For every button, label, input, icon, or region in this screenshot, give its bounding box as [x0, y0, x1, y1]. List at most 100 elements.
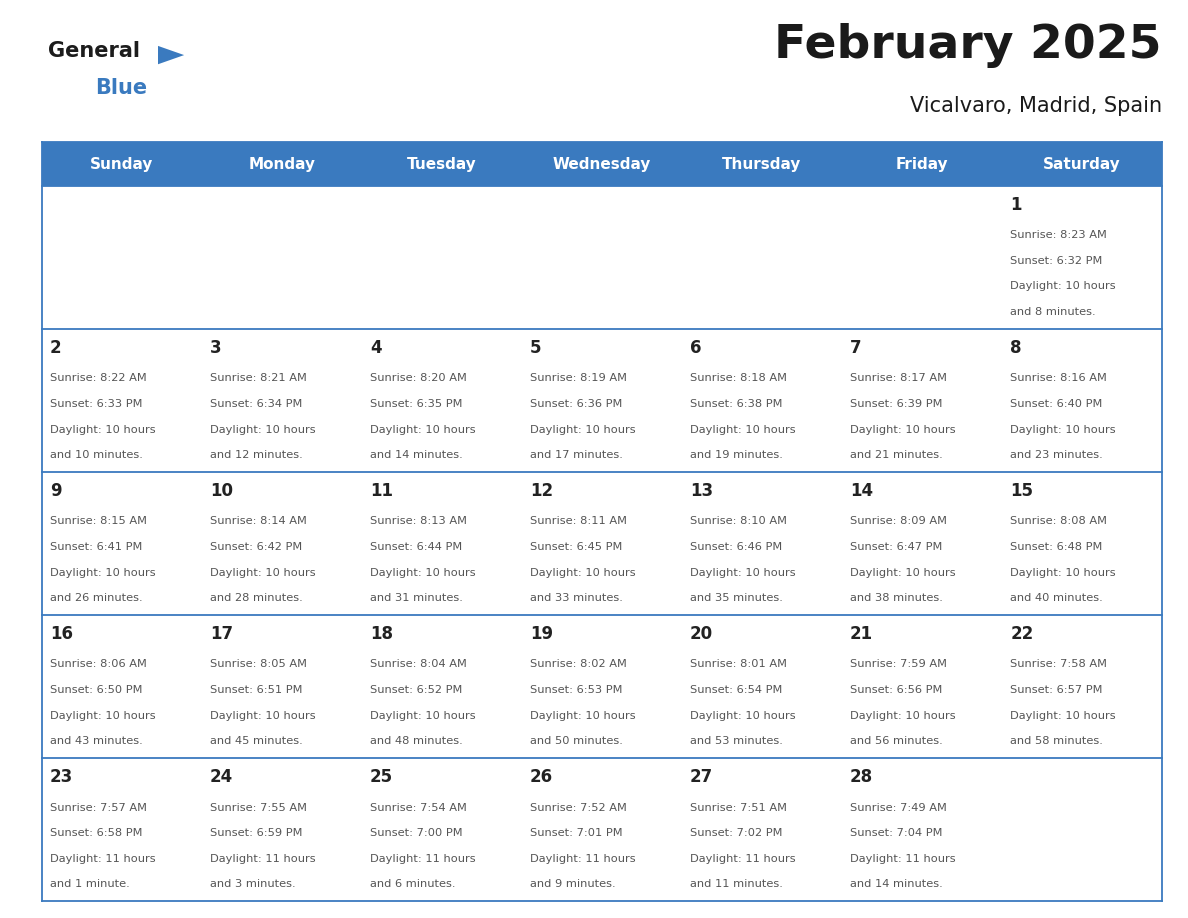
- Bar: [1001, 758, 1162, 901]
- Text: Sunrise: 7:52 AM: Sunrise: 7:52 AM: [530, 802, 627, 812]
- Text: Daylight: 10 hours: Daylight: 10 hours: [1010, 567, 1116, 577]
- Polygon shape: [158, 46, 184, 64]
- Text: Daylight: 10 hours: Daylight: 10 hours: [530, 711, 636, 721]
- Text: 13: 13: [690, 482, 713, 499]
- Text: Sunset: 6:58 PM: Sunset: 6:58 PM: [50, 828, 143, 838]
- Bar: [202, 473, 361, 615]
- Text: Daylight: 10 hours: Daylight: 10 hours: [369, 567, 475, 577]
- Bar: [522, 615, 682, 758]
- Text: Sunset: 6:33 PM: Sunset: 6:33 PM: [50, 399, 143, 409]
- Text: Daylight: 10 hours: Daylight: 10 hours: [851, 567, 955, 577]
- Text: Daylight: 10 hours: Daylight: 10 hours: [690, 424, 796, 434]
- Text: Sunrise: 7:58 AM: Sunrise: 7:58 AM: [1010, 659, 1107, 669]
- Text: Sunrise: 8:10 AM: Sunrise: 8:10 AM: [690, 517, 788, 526]
- Text: Tuesday: Tuesday: [406, 157, 476, 172]
- Text: Daylight: 10 hours: Daylight: 10 hours: [50, 567, 156, 577]
- Text: 16: 16: [50, 624, 72, 643]
- Bar: [842, 758, 1001, 901]
- Bar: [361, 473, 522, 615]
- Bar: [361, 330, 522, 473]
- Text: Sunset: 6:50 PM: Sunset: 6:50 PM: [50, 685, 143, 695]
- Text: 8: 8: [1010, 339, 1022, 356]
- Text: Sunset: 6:57 PM: Sunset: 6:57 PM: [1010, 685, 1102, 695]
- Bar: [42, 473, 202, 615]
- Text: 20: 20: [690, 624, 713, 643]
- Text: Sunrise: 8:01 AM: Sunrise: 8:01 AM: [690, 659, 788, 669]
- Bar: [202, 330, 361, 473]
- Text: Sunrise: 8:15 AM: Sunrise: 8:15 AM: [50, 517, 147, 526]
- Text: February 2025: February 2025: [775, 23, 1162, 68]
- Text: and 3 minutes.: and 3 minutes.: [210, 879, 296, 890]
- Text: Sunset: 6:41 PM: Sunset: 6:41 PM: [50, 542, 143, 552]
- Text: Sunrise: 8:17 AM: Sunrise: 8:17 AM: [851, 374, 947, 384]
- Text: Daylight: 11 hours: Daylight: 11 hours: [369, 854, 475, 864]
- Text: Sunrise: 7:55 AM: Sunrise: 7:55 AM: [210, 802, 307, 812]
- Text: Sunrise: 8:19 AM: Sunrise: 8:19 AM: [530, 374, 627, 384]
- Text: Daylight: 10 hours: Daylight: 10 hours: [50, 711, 156, 721]
- Text: Blue: Blue: [95, 78, 147, 98]
- Text: Sunset: 6:35 PM: Sunset: 6:35 PM: [369, 399, 462, 409]
- Bar: [202, 758, 361, 901]
- Text: and 31 minutes.: and 31 minutes.: [369, 593, 463, 603]
- Text: and 50 minutes.: and 50 minutes.: [530, 736, 623, 746]
- Text: Daylight: 11 hours: Daylight: 11 hours: [210, 854, 316, 864]
- Text: and 19 minutes.: and 19 minutes.: [690, 450, 783, 460]
- Bar: [202, 186, 361, 330]
- Text: Sunrise: 7:59 AM: Sunrise: 7:59 AM: [851, 659, 947, 669]
- Text: Sunset: 7:01 PM: Sunset: 7:01 PM: [530, 828, 623, 838]
- Text: and 38 minutes.: and 38 minutes.: [851, 593, 943, 603]
- Bar: [42, 186, 202, 330]
- Bar: [361, 186, 522, 330]
- Text: Daylight: 11 hours: Daylight: 11 hours: [530, 854, 636, 864]
- Text: Daylight: 10 hours: Daylight: 10 hours: [851, 711, 955, 721]
- Text: and 45 minutes.: and 45 minutes.: [210, 736, 303, 746]
- Text: Sunset: 6:38 PM: Sunset: 6:38 PM: [690, 399, 783, 409]
- Bar: [202, 615, 361, 758]
- Text: Sunset: 6:32 PM: Sunset: 6:32 PM: [1010, 256, 1102, 266]
- Text: and 8 minutes.: and 8 minutes.: [1010, 307, 1095, 317]
- Bar: [842, 330, 1001, 473]
- Bar: [361, 758, 522, 901]
- Text: 1: 1: [1010, 196, 1022, 214]
- Bar: [682, 473, 842, 615]
- Bar: [682, 758, 842, 901]
- Text: Daylight: 10 hours: Daylight: 10 hours: [1010, 424, 1116, 434]
- Text: Vicalvaro, Madrid, Spain: Vicalvaro, Madrid, Spain: [910, 96, 1162, 117]
- Text: Daylight: 10 hours: Daylight: 10 hours: [1010, 711, 1116, 721]
- Text: Friday: Friday: [896, 157, 948, 172]
- Text: Daylight: 10 hours: Daylight: 10 hours: [690, 711, 796, 721]
- Text: and 23 minutes.: and 23 minutes.: [1010, 450, 1102, 460]
- Text: 15: 15: [1010, 482, 1034, 499]
- Text: Thursday: Thursday: [722, 157, 802, 172]
- Text: Sunrise: 8:21 AM: Sunrise: 8:21 AM: [210, 374, 307, 384]
- Text: Sunset: 6:54 PM: Sunset: 6:54 PM: [690, 685, 783, 695]
- Bar: [522, 758, 682, 901]
- Text: Daylight: 10 hours: Daylight: 10 hours: [690, 567, 796, 577]
- Bar: [682, 186, 842, 330]
- Text: Daylight: 10 hours: Daylight: 10 hours: [1010, 282, 1116, 292]
- Text: Daylight: 10 hours: Daylight: 10 hours: [210, 567, 316, 577]
- Text: Sunrise: 8:08 AM: Sunrise: 8:08 AM: [1010, 517, 1107, 526]
- Text: Sunrise: 8:04 AM: Sunrise: 8:04 AM: [369, 659, 467, 669]
- Bar: [42, 142, 1162, 186]
- Text: and 11 minutes.: and 11 minutes.: [690, 879, 783, 890]
- Text: Daylight: 10 hours: Daylight: 10 hours: [369, 711, 475, 721]
- Text: Saturday: Saturday: [1043, 157, 1120, 172]
- Bar: [682, 615, 842, 758]
- Text: and 56 minutes.: and 56 minutes.: [851, 736, 943, 746]
- Text: 26: 26: [530, 767, 554, 786]
- Bar: [42, 615, 202, 758]
- Text: Sunset: 6:52 PM: Sunset: 6:52 PM: [369, 685, 462, 695]
- Text: 11: 11: [369, 482, 393, 499]
- Text: 5: 5: [530, 339, 542, 356]
- Text: Sunset: 7:02 PM: Sunset: 7:02 PM: [690, 828, 783, 838]
- Text: 23: 23: [50, 767, 74, 786]
- Text: 3: 3: [210, 339, 221, 356]
- Text: Daylight: 11 hours: Daylight: 11 hours: [50, 854, 156, 864]
- Bar: [361, 615, 522, 758]
- Text: and 33 minutes.: and 33 minutes.: [530, 593, 623, 603]
- Text: Sunset: 6:47 PM: Sunset: 6:47 PM: [851, 542, 942, 552]
- Text: 25: 25: [369, 767, 393, 786]
- Text: and 14 minutes.: and 14 minutes.: [851, 879, 943, 890]
- Text: Daylight: 11 hours: Daylight: 11 hours: [851, 854, 955, 864]
